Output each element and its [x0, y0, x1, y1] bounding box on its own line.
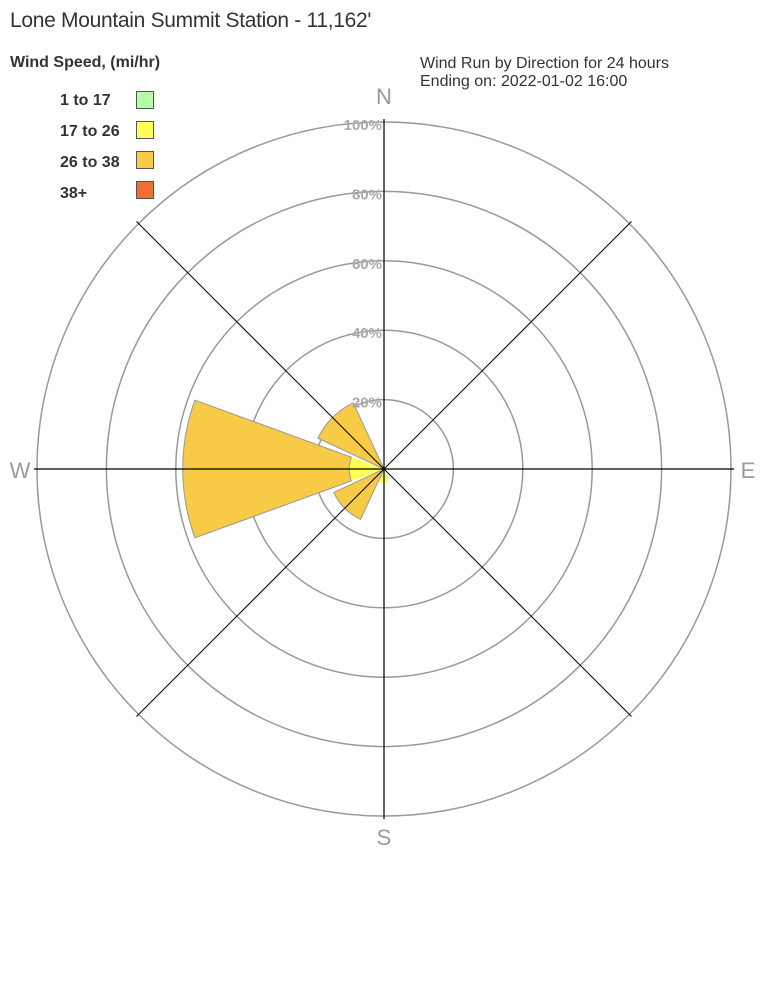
- spoke-line: [383, 468, 632, 717]
- radial-tick-label: 80%: [352, 186, 382, 203]
- compass-label-E: E: [741, 458, 756, 483]
- legend-swatch: [136, 181, 154, 199]
- legend-label: 1 to 17: [60, 92, 111, 109]
- legend-swatch: [136, 91, 154, 109]
- radial-tick-label: 40%: [352, 325, 382, 342]
- spoke-line: [383, 221, 632, 470]
- compass-label-N: N: [376, 84, 392, 109]
- spoke-line: [136, 468, 385, 717]
- radial-tick-label: 60%: [352, 256, 382, 273]
- compass-label-S: S: [377, 825, 392, 850]
- legend-label: 17 to 26: [60, 123, 120, 140]
- radial-tick-label: 20%: [352, 395, 382, 412]
- subtitle-line-1: Wind Run by Direction for 24 hours: [420, 55, 669, 72]
- radial-tick-label: 100%: [344, 117, 382, 134]
- subtitle-line-2: Ending on: 2022-01-02 16:00: [420, 73, 628, 90]
- legend-title: Wind Speed, (mi/hr): [10, 54, 161, 71]
- legend-label: 26 to 38: [60, 154, 120, 171]
- legend-swatch: [136, 121, 154, 139]
- legend-label: 38+: [60, 185, 88, 202]
- compass-label-W: W: [10, 458, 31, 483]
- chart-subtitle: Wind Run by Direction for 24 hours Endin…: [420, 55, 669, 91]
- spoke-line: [136, 221, 385, 470]
- legend-swatch: [136, 151, 154, 169]
- chart-title: Lone Mountain Summit Station - 11,162': [10, 9, 372, 32]
